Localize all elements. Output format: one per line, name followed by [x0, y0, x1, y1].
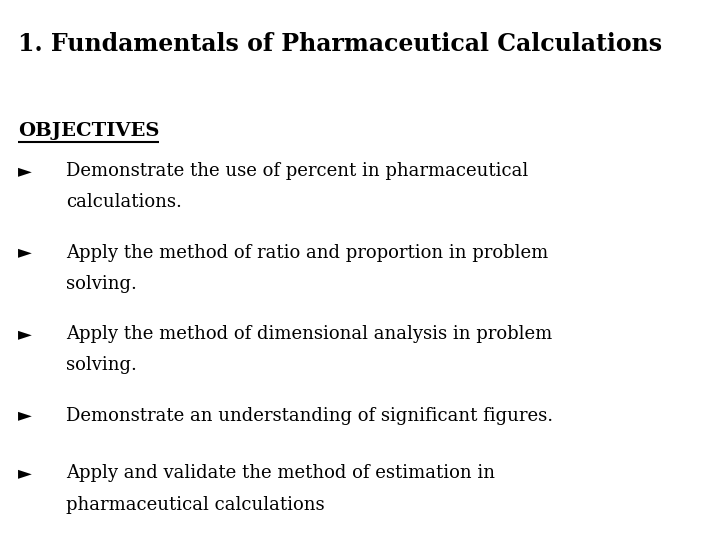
Text: Demonstrate the use of percent in pharmaceutical: Demonstrate the use of percent in pharma…: [66, 162, 528, 180]
Text: Demonstrate an understanding of significant figures.: Demonstrate an understanding of signific…: [66, 407, 554, 424]
Text: solving.: solving.: [66, 275, 137, 293]
Text: Apply the method of ratio and proportion in problem: Apply the method of ratio and proportion…: [66, 244, 549, 261]
Text: ►: ►: [18, 162, 32, 180]
Text: solving.: solving.: [66, 356, 137, 374]
Text: Apply the method of dimensional analysis in problem: Apply the method of dimensional analysis…: [66, 325, 552, 343]
Text: OBJECTIVES: OBJECTIVES: [18, 122, 159, 139]
Text: 1. Fundamentals of Pharmaceutical Calculations: 1. Fundamentals of Pharmaceutical Calcul…: [18, 32, 662, 56]
Text: ►: ►: [18, 464, 32, 482]
Text: pharmaceutical calculations: pharmaceutical calculations: [66, 496, 325, 514]
Text: ►: ►: [18, 407, 32, 424]
Text: ►: ►: [18, 244, 32, 261]
Text: Apply and validate the method of estimation in: Apply and validate the method of estimat…: [66, 464, 495, 482]
Text: ►: ►: [18, 325, 32, 343]
Text: calculations.: calculations.: [66, 193, 182, 211]
